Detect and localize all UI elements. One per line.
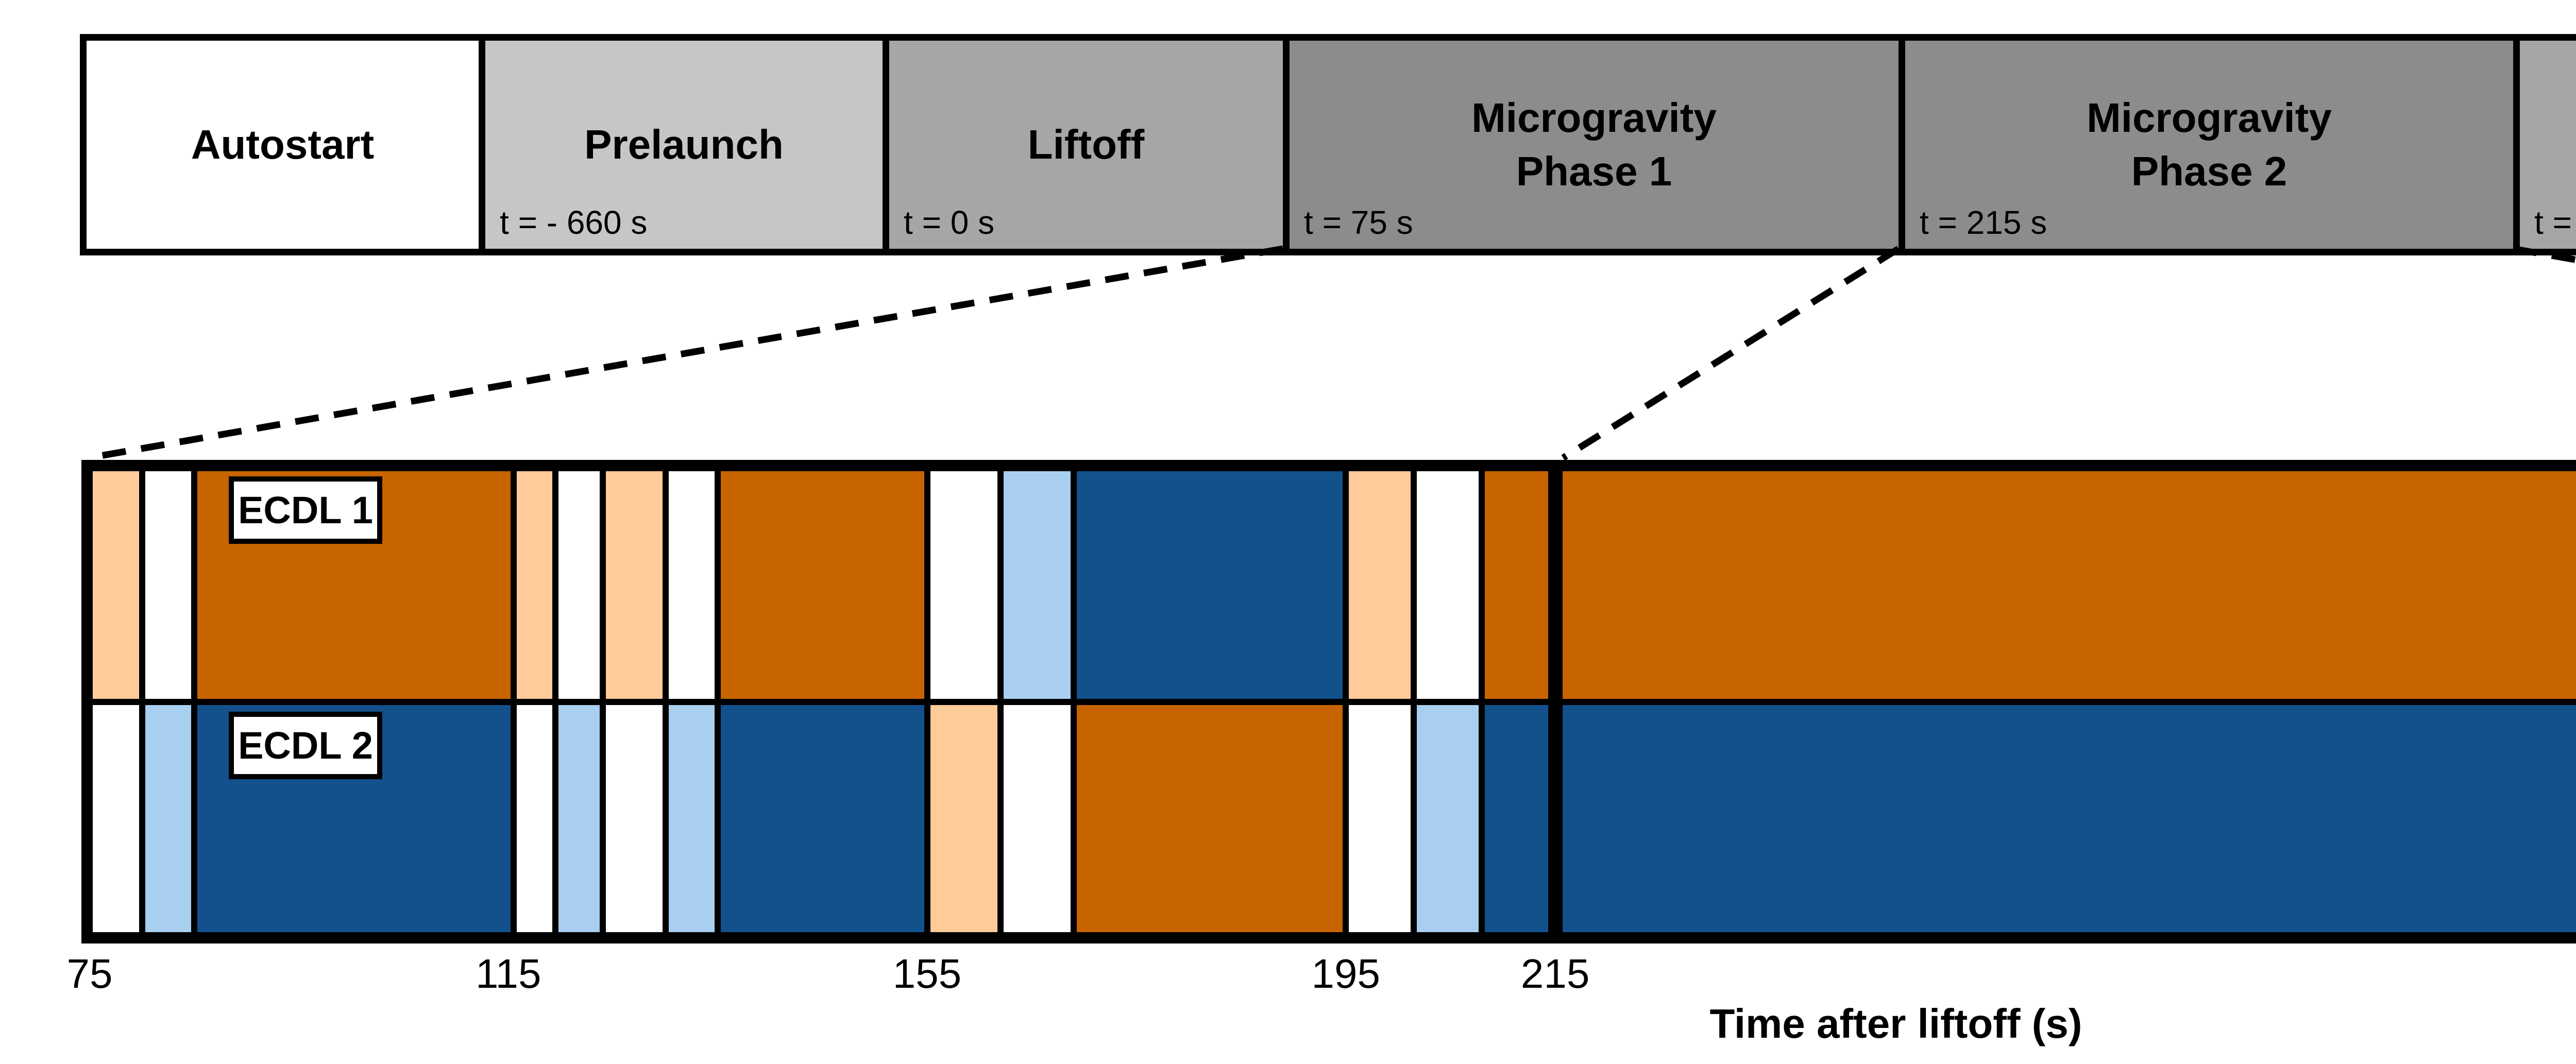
x-axis-title: Time after liftoff (s)	[1709, 1001, 2082, 1046]
state-segment-spec-locking	[602, 468, 666, 702]
state-segment-spec-locked	[1073, 701, 1346, 935]
state-segment-offset-locking	[555, 701, 603, 935]
ecdl2-row-label: ECDL 2	[229, 712, 382, 779]
state-segment-spec-locking	[90, 468, 142, 702]
x-tick-label-75: 75	[66, 951, 113, 997]
state-segment-unlocked	[90, 701, 142, 935]
state-segment-spec-locked	[1482, 468, 2576, 702]
phase-box-microgravity-phase-1: Microgravity Phase 1 t = 75 s	[1283, 34, 1905, 255]
ecdl1-row-label: ECDL 1	[229, 476, 382, 544]
state-segment-spec-locking	[927, 701, 1001, 935]
plot-area: ECDL 1 ECDL 2	[90, 468, 2576, 935]
phase-box-microgravity-phase-2: Microgravity Phase 2 t = 215 s	[1899, 34, 2520, 255]
state-segment-unlocked	[602, 701, 666, 935]
state-segment-unlocked	[927, 468, 1001, 702]
phase-label: Microgravity Phase 1	[1471, 95, 1717, 194]
phase-time-label: t = 0 s	[904, 204, 995, 241]
phase-box-prelaunch: Prelaunch t = - 660 s	[479, 34, 889, 255]
state-segment-offset-locking	[1414, 701, 1482, 935]
phase-box-liftoff: Liftoff t = 0 s	[883, 34, 1290, 255]
state-segment-offset-locked	[1482, 701, 2576, 935]
phase-label: Microgravity Phase 2	[2087, 95, 2332, 194]
state-segment-offset-locked	[1073, 468, 1346, 702]
state-segment-unlocked	[1346, 701, 1414, 935]
state-segment-unlocked	[1414, 468, 1482, 702]
state-segment-spec-locked	[718, 468, 927, 702]
phase-time-label: t = 75 s	[1304, 204, 1413, 241]
dashed-connector-line-right	[2512, 245, 2576, 264]
lock-state-chart: ECDL 1 ECDL 2	[81, 460, 2576, 943]
state-segment-unlocked	[513, 701, 556, 935]
phase-time-label: t = 215 s	[1920, 204, 2047, 241]
ecdl2-row-label-text: ECDL 2	[238, 724, 373, 767]
x-tick-label-115: 115	[475, 951, 541, 997]
phase-divider-line	[1548, 468, 1563, 935]
state-segment-offset-locking	[142, 701, 195, 935]
x-tick-label-195: 195	[1311, 951, 1380, 997]
state-segment-unlocked	[142, 468, 195, 702]
dashed-connector-line-left	[88, 245, 1284, 461]
state-segment-unlocked	[1000, 701, 1074, 935]
dashed-connector-line-middle	[1561, 246, 1901, 461]
phase-label: Liftoff	[1027, 122, 1145, 167]
phase-box-reentry: Reentryt = 420 s	[2513, 34, 2576, 255]
ecdl1-row-label-text: ECDL 1	[238, 489, 373, 531]
phase-time-label: t = 420 s	[2534, 204, 2576, 241]
state-segment-offset-locked	[718, 701, 927, 935]
phase-label: Prelaunch	[584, 122, 784, 167]
state-segment-unlocked	[665, 468, 718, 702]
x-tick-label-155: 155	[892, 951, 962, 997]
state-segment-offset-locking	[1000, 468, 1074, 702]
state-segment-unlocked	[555, 468, 603, 702]
phase-time-label: t = - 660 s	[500, 204, 648, 241]
state-segment-spec-locking	[1346, 468, 1414, 702]
state-segment-offset-locking	[665, 701, 718, 935]
x-tick-label-215: 215	[1520, 951, 1590, 997]
state-segment-spec-locking	[513, 468, 556, 702]
phase-label: Autostart	[191, 122, 375, 167]
